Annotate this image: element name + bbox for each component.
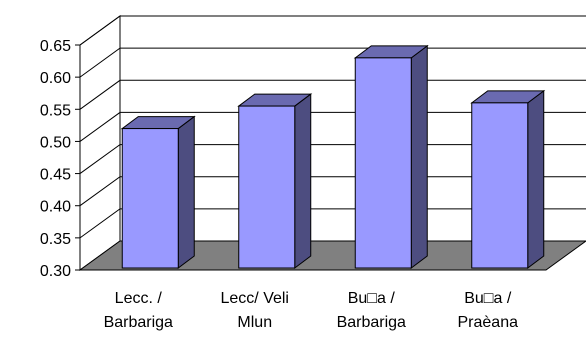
x-tick-label-line: Mlun [237, 314, 272, 331]
gridline [79, 208, 586, 239]
x-tick-label-line: Bu□a / [464, 290, 512, 307]
gridline [79, 79, 586, 110]
side-wall [79, 15, 121, 271]
bar [353, 44, 429, 269]
x-tick-label: Lecc/ Veli Mlun [221, 290, 289, 331]
bar [237, 93, 313, 269]
bar [470, 89, 546, 269]
gridline [79, 176, 586, 207]
bar-front [238, 105, 296, 269]
bar-front [121, 128, 179, 269]
y-axis: 0.30 0.35 0.40 0.45 0.50 0.55 0.60 0.65 [40, 38, 81, 280]
bar [120, 115, 196, 269]
x-tick-label-line: Bu□a / [348, 290, 396, 307]
y-tick-label: 0.30 [40, 263, 71, 280]
x-tick-label: Bu□a / Praèana [458, 290, 519, 331]
x-tick-label-line: Praèana [458, 314, 519, 331]
y-tick-label: 0.60 [40, 70, 71, 87]
gridline [79, 47, 586, 78]
chart-floor [78, 240, 586, 271]
y-tick-label: 0.40 [40, 199, 71, 216]
y-tick-label: 0.45 [40, 167, 71, 184]
y-tick-label: 0.35 [40, 231, 71, 248]
bar-front [471, 102, 529, 269]
gridline [79, 111, 586, 142]
bar-front [354, 57, 412, 269]
bar-side [294, 93, 312, 269]
y-tick-label: 0.65 [40, 38, 71, 55]
gridline [79, 15, 586, 46]
bar-side [177, 115, 195, 269]
y-tick-label: 0.50 [40, 134, 71, 151]
x-axis-labels: Lecc. / Barbariga Lecc/ Veli Mlun Bu□a / Barb… [104, 290, 519, 331]
x-tick-label: Lecc. / Barbariga [104, 290, 173, 331]
x-tick-label-line: Barbariga [104, 314, 173, 331]
chart-gridlines [79, 15, 586, 239]
x-tick-label-line: Lecc. / [115, 290, 163, 307]
bar-side [527, 89, 545, 269]
x-tick-label: Bu□a / Barbariga [337, 290, 406, 331]
x-tick-label-line: Barbariga [337, 314, 406, 331]
chart-walls [79, 15, 121, 271]
y-tick-label: 0.55 [40, 102, 71, 119]
gridline [79, 144, 586, 174]
chart-bars [120, 44, 546, 269]
x-tick-label-line: Lecc/ Veli [221, 290, 289, 307]
chart-floor-plane [78, 240, 586, 271]
bar-side [410, 44, 428, 269]
